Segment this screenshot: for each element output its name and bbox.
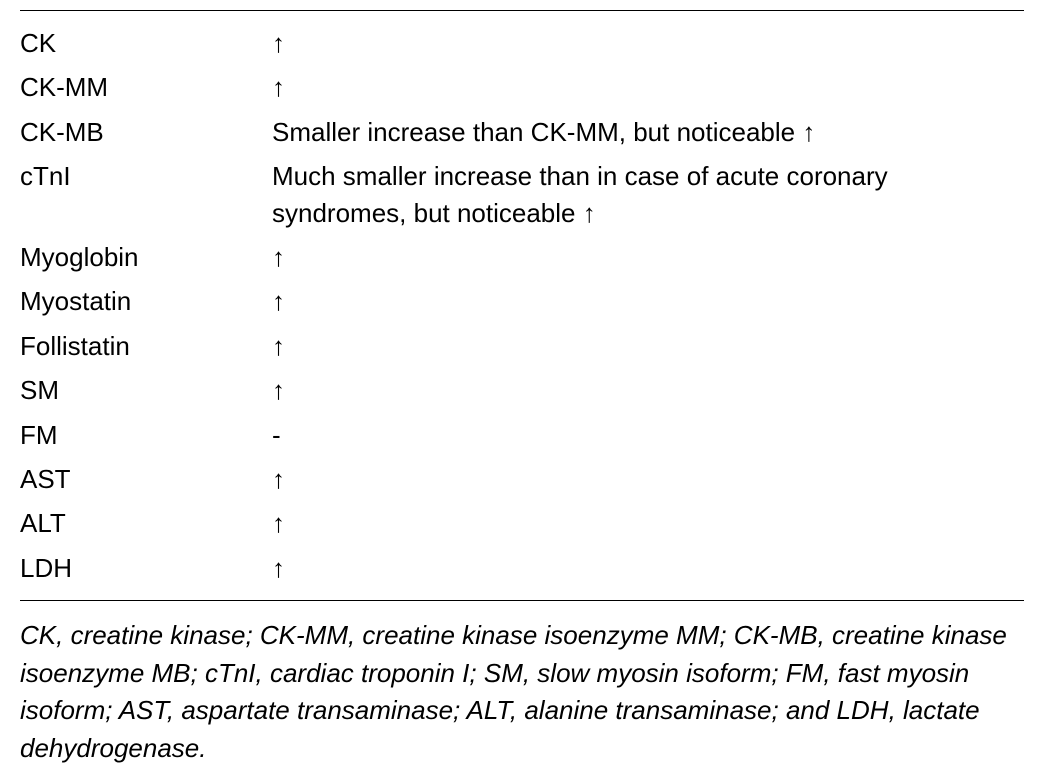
table-row: ALT ↑ (20, 505, 1024, 541)
value-cell: ↑ (272, 461, 1024, 497)
value-cell: ↑ (272, 505, 1024, 541)
table-row: LDH ↑ (20, 550, 1024, 586)
marker-cell: LDH (20, 550, 272, 586)
table-row: cTnI Much smaller increase than in case … (20, 158, 1024, 231)
biomarker-table: CK ↑ CK-MM ↑ CK-MB Smaller increase than… (20, 10, 1024, 601)
marker-cell: cTnI (20, 158, 272, 194)
marker-cell: CK (20, 25, 272, 61)
table-row: SM ↑ (20, 372, 1024, 408)
value-cell: Much smaller increase than in case of ac… (272, 158, 1024, 231)
marker-cell: FM (20, 417, 272, 453)
marker-cell: Follistatin (20, 328, 272, 364)
value-cell: ↑ (272, 25, 1024, 61)
table-row: Myostatin ↑ (20, 283, 1024, 319)
value-cell: ↑ (272, 372, 1024, 408)
marker-cell: Myostatin (20, 283, 272, 319)
value-cell: Smaller increase than CK-MM, but noticea… (272, 114, 1024, 150)
marker-cell: SM (20, 372, 272, 408)
table-row: FM - (20, 417, 1024, 453)
table-row: CK-MM ↑ (20, 69, 1024, 105)
table-row: Myoglobin ↑ (20, 239, 1024, 275)
table-row: AST ↑ (20, 461, 1024, 497)
value-cell: ↑ (272, 239, 1024, 275)
table-footnote: CK, creatine kinase; CK-MM, creatine kin… (20, 617, 1024, 768)
table-row: CK ↑ (20, 25, 1024, 61)
table-row: CK-MB Smaller increase than CK-MM, but n… (20, 114, 1024, 150)
marker-cell: CK-MM (20, 69, 272, 105)
table-row: Follistatin ↑ (20, 328, 1024, 364)
value-cell: ↑ (272, 328, 1024, 364)
marker-cell: ALT (20, 505, 272, 541)
value-cell: ↑ (272, 69, 1024, 105)
marker-cell: AST (20, 461, 272, 497)
value-cell: ↑ (272, 550, 1024, 586)
value-cell: - (272, 417, 1024, 453)
marker-cell: CK-MB (20, 114, 272, 150)
marker-cell: Myoglobin (20, 239, 272, 275)
value-cell: ↑ (272, 283, 1024, 319)
